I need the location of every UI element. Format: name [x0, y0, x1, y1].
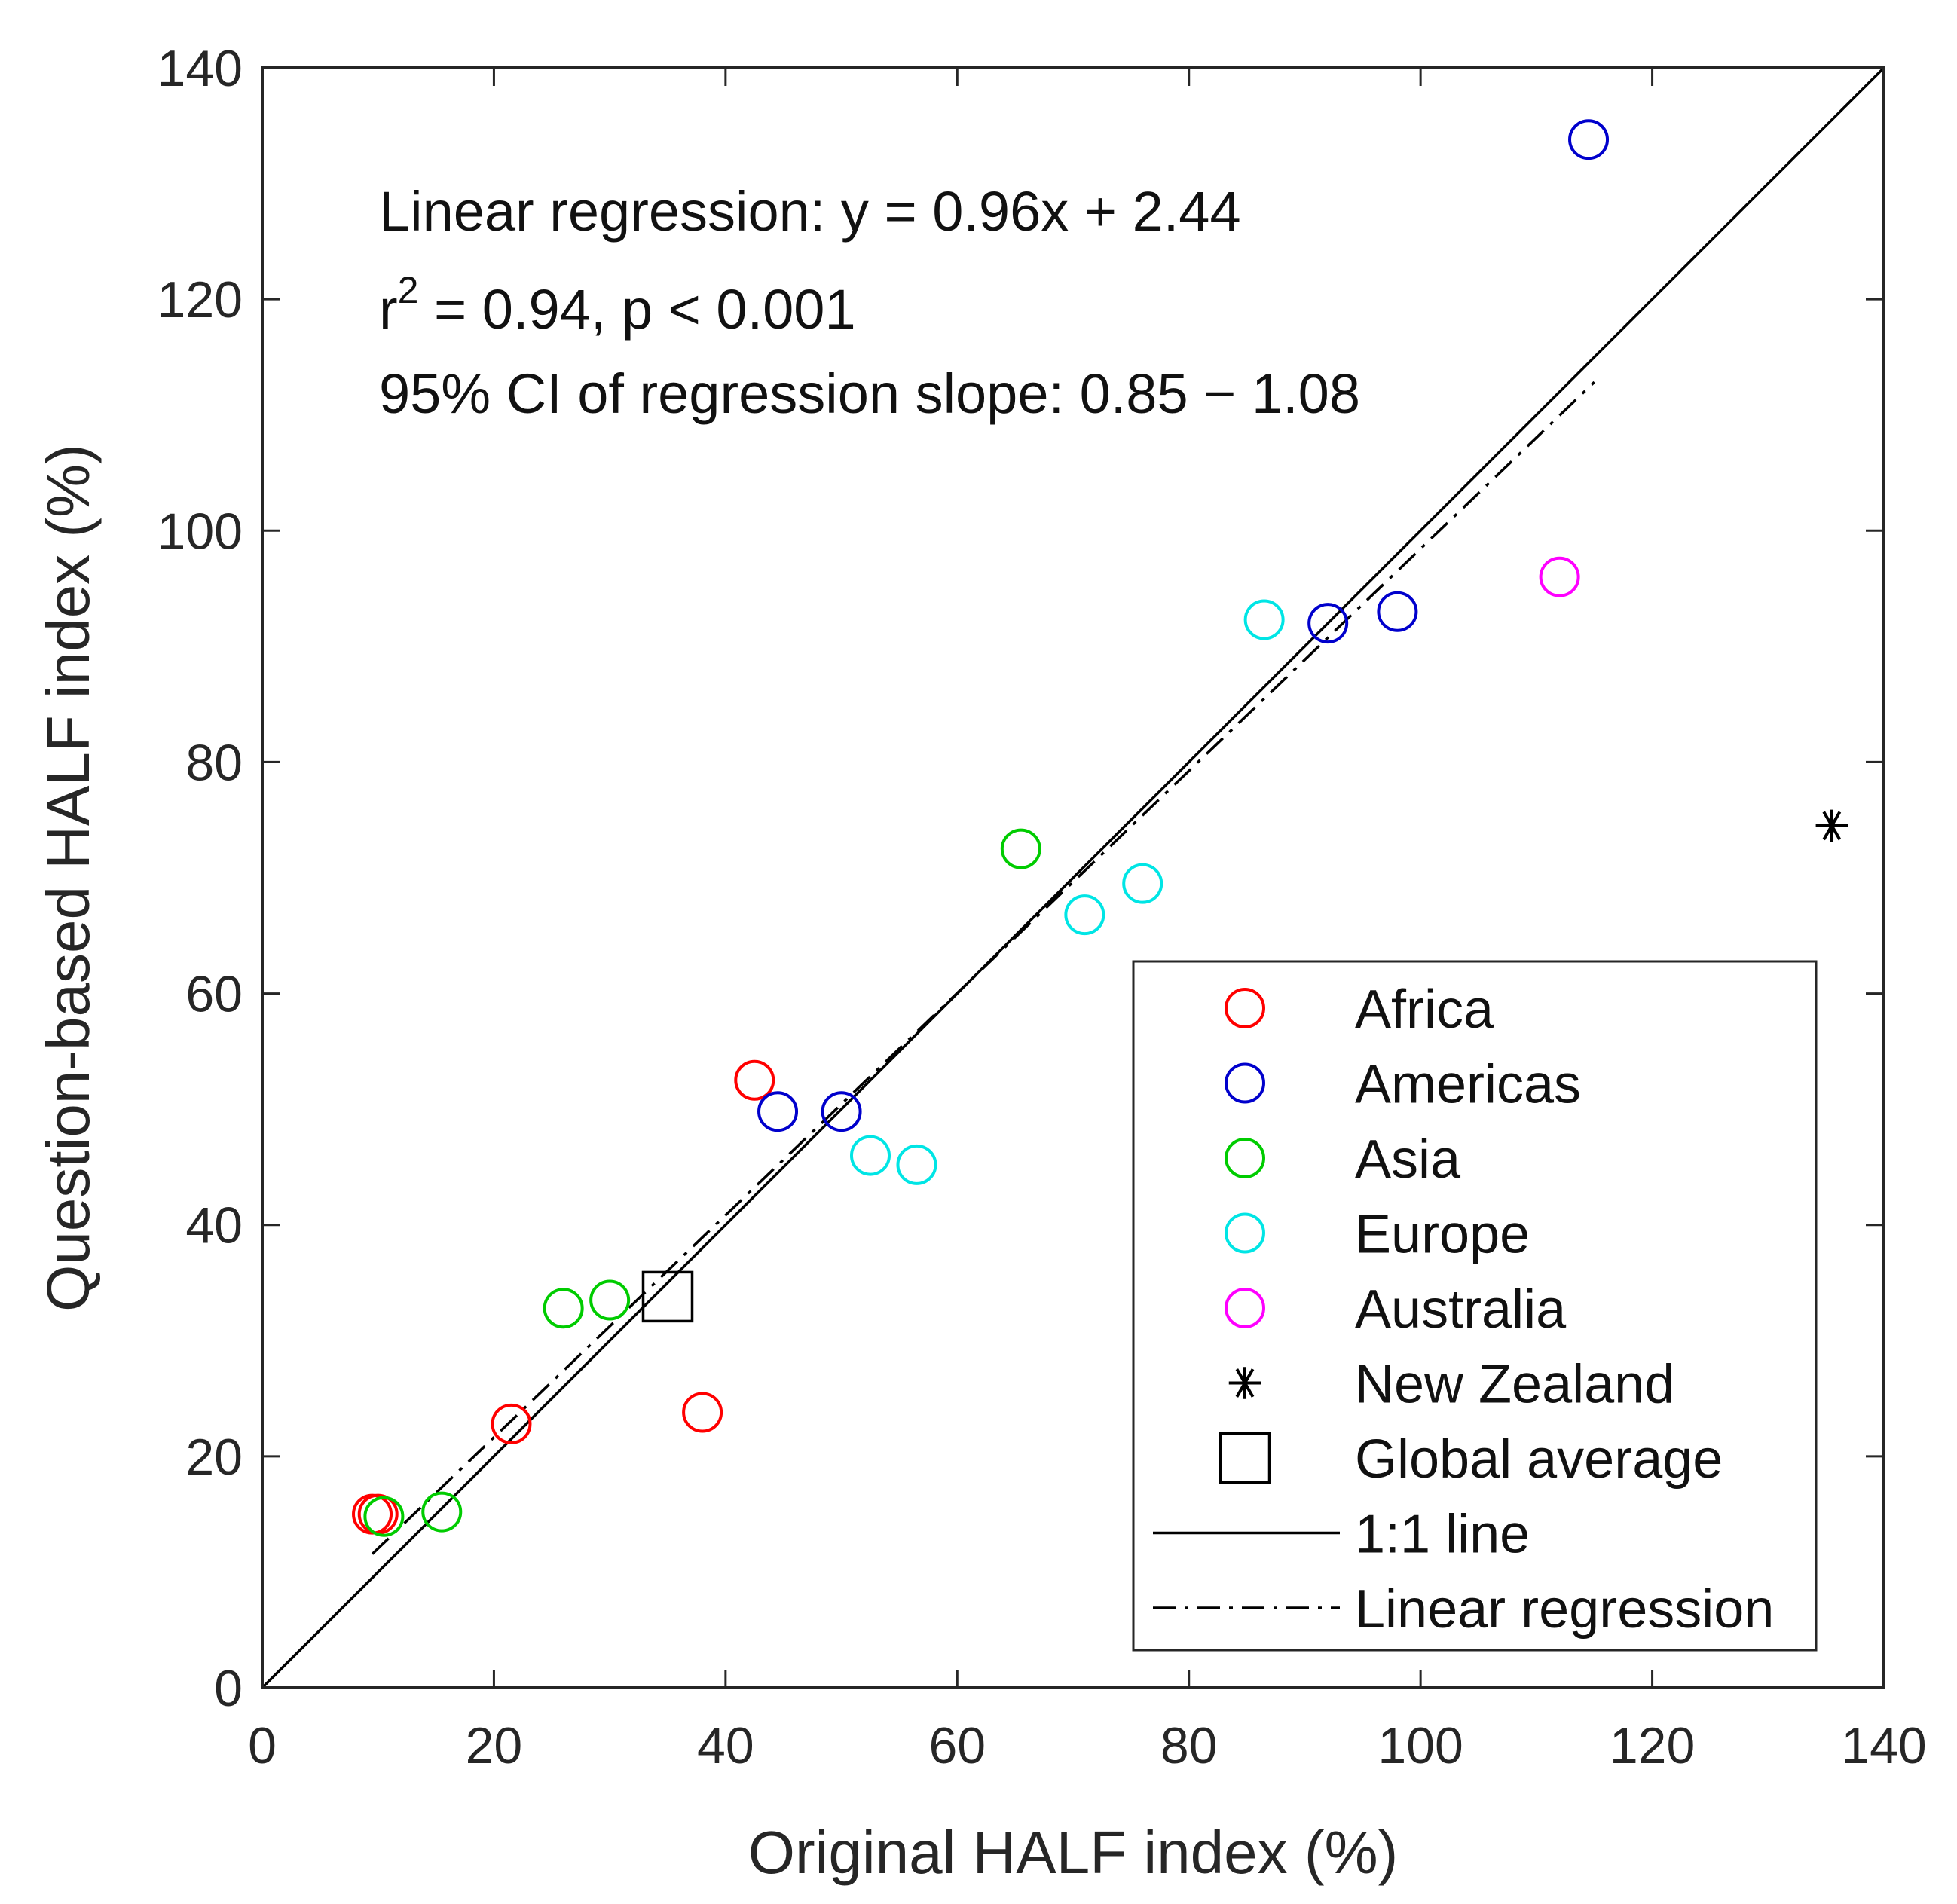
y-tick-label: 40: [185, 1197, 243, 1255]
legend-entry-1-1-line: 1:1 line: [1153, 1505, 1530, 1565]
legend-entry-linear-regression: Linear regression: [1153, 1579, 1774, 1640]
legend-entry-global-average: Global average: [1219, 1429, 1723, 1490]
new-zealand-point: [1815, 809, 1848, 842]
asia-point: [421, 1491, 463, 1533]
x-tick-label: 20: [466, 1717, 523, 1774]
australia-point: [1539, 556, 1580, 597]
asia-point: [1000, 828, 1041, 869]
1-1-line-line: [261, 66, 1885, 1689]
europe-point: [896, 1144, 937, 1185]
x-tick-label: 60: [928, 1717, 986, 1774]
legend-swatch-americas: [1225, 1062, 1265, 1104]
legend-swatch-global-average: [1219, 1432, 1271, 1484]
legend-label-africa: Africa: [1355, 980, 1494, 1040]
y-tick-label: 100: [157, 503, 243, 560]
x-tick-label: 100: [1378, 1717, 1463, 1774]
r-squared-value: = 0.94, p < 0.001: [418, 278, 855, 341]
europe-point: [1243, 599, 1285, 640]
legend-label-australia: Australia: [1355, 1279, 1567, 1340]
y-tick-label: 120: [157, 271, 243, 329]
legend-label-americas: Americas: [1355, 1055, 1581, 1115]
americas-point: [757, 1091, 799, 1132]
americas-point: [1568, 119, 1610, 160]
x-tick-label: 0: [248, 1717, 277, 1774]
points-layer: [352, 119, 1848, 1537]
regression-equation: Linear regression: y = 0.96x + 2.44: [379, 180, 1241, 243]
legend-box: [1132, 960, 1818, 1652]
linear-regression-line: [371, 380, 1595, 1555]
legend-label-new-zealand: New Zealand: [1355, 1355, 1674, 1415]
legend-swatch-europe: [1225, 1212, 1265, 1254]
legend-swatch-australia: [1225, 1288, 1265, 1328]
legend-entry-new-zealand: New Zealand: [1228, 1355, 1674, 1415]
legend-label-global-average: Global average: [1355, 1429, 1723, 1490]
asia-point: [589, 1279, 631, 1321]
slope-ci-text: 95% CI of regression slope: 0.85 − 1.08: [379, 362, 1360, 425]
africa-point: [491, 1403, 532, 1444]
europe-point: [1064, 894, 1105, 936]
europe-point: [1122, 863, 1163, 904]
americas-point: [1377, 591, 1418, 632]
y-tick-label: 80: [185, 734, 243, 791]
r-squared-superscript: 2: [398, 269, 419, 311]
legend: Africa Americas Asia Europe Australia New Zea…: [1132, 960, 1818, 1652]
y-tick-label: 20: [185, 1429, 243, 1486]
x-tick-label: 120: [1610, 1717, 1695, 1774]
plot-frame: [261, 66, 1885, 1689]
legend-entry-africa: Africa: [1225, 980, 1494, 1040]
y-tick-label: 140: [157, 40, 243, 97]
x-axis-title: Original HALF index (%): [748, 1819, 1399, 1886]
legend-entry-asia: Asia: [1225, 1129, 1461, 1190]
legend-swatch-africa: [1225, 988, 1265, 1028]
americas-point: [821, 1091, 862, 1132]
x-tick-label: 40: [697, 1717, 754, 1774]
x-tick-label: 140: [1841, 1717, 1926, 1774]
legend-entry-americas: Americas: [1225, 1055, 1581, 1115]
legend-swatch-new-zealand: [1228, 1367, 1261, 1399]
americas-point: [1307, 603, 1349, 644]
r-squared-r: r: [379, 278, 398, 341]
ticks-layer: 0 20 40 60 80 100 120 140 0 20 40 60 80 100 120 140: [157, 40, 1927, 1774]
legend-swatch-asia: [1225, 1138, 1265, 1178]
lines-layer: [261, 66, 1885, 1689]
y-axis-title: Question-based HALF index (%): [35, 444, 102, 1312]
regression-annotation: Linear regression: y = 0.96x + 2.44 r2 =…: [379, 180, 1360, 425]
y-tick-label: 60: [185, 966, 243, 1023]
x-tick-label: 80: [1160, 1717, 1218, 1774]
asia-point: [543, 1288, 584, 1329]
legend-entry-australia: Australia: [1225, 1279, 1567, 1340]
legend-label-europe: Europe: [1355, 1205, 1530, 1265]
y-tick-label: 0: [214, 1660, 243, 1717]
legend-label-linear-regression: Linear regression: [1355, 1579, 1774, 1640]
legend-label-1-1-line: 1:1 line: [1355, 1505, 1530, 1565]
global-average-point: [641, 1270, 694, 1323]
asia-point: [363, 1496, 405, 1537]
r-squared-text: r2 = 0.94, p < 0.001: [379, 269, 856, 341]
africa-point: [682, 1392, 723, 1433]
africa-point: [734, 1059, 775, 1101]
legend-label-asia: Asia: [1355, 1129, 1461, 1190]
legend-entry-europe: Europe: [1225, 1205, 1530, 1265]
europe-point: [850, 1135, 891, 1176]
